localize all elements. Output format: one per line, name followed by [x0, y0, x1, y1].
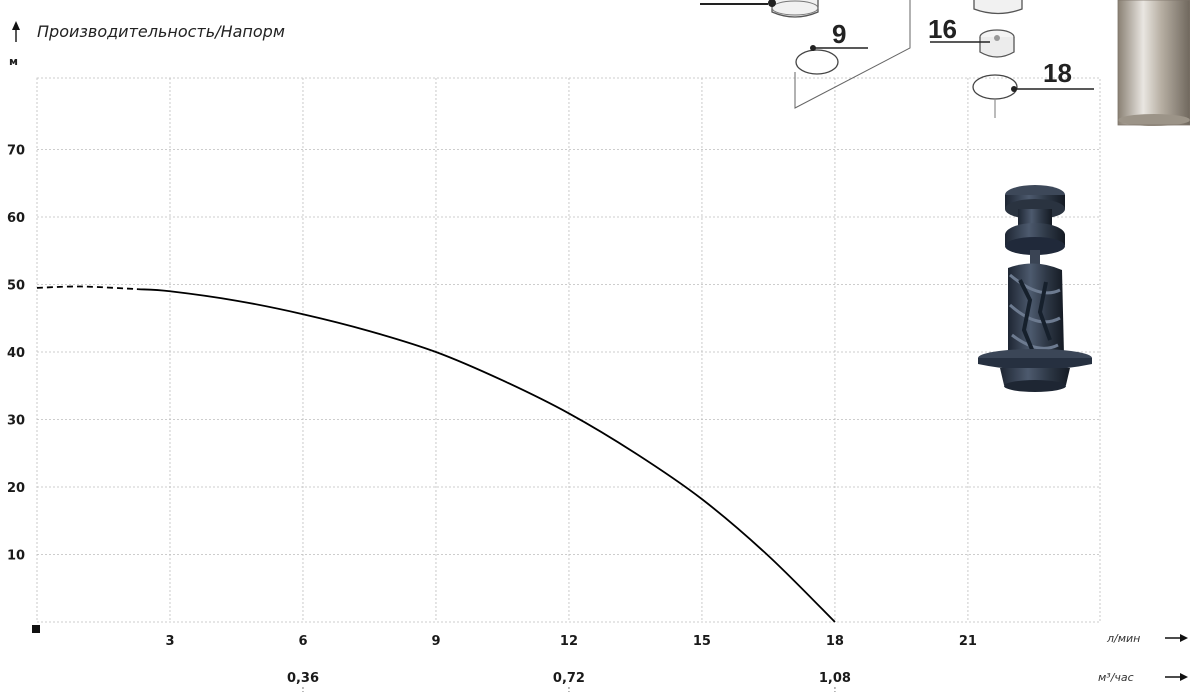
x-tick-labels: 3 6 9 12 15 18 21: [165, 634, 977, 649]
performance-curves: [36, 285, 836, 623]
x2-axis-unit: м³/час: [1098, 671, 1134, 684]
y-tick-40: 40: [7, 346, 25, 361]
x-tick-6: 6: [298, 634, 307, 649]
x2-tick-0: 0,36: [287, 671, 319, 686]
ring-18-icon: [972, 74, 1018, 100]
grid-frame: [36, 77, 1101, 623]
bushing-16-icon: [979, 29, 1015, 58]
x2-tick-2: 1,08: [819, 671, 851, 686]
ring-9-icon: [795, 45, 839, 75]
bushing-top-left-icon: [768, 0, 819, 18]
callout-18: 18: [1043, 58, 1072, 88]
y-axis-arrow-icon: [12, 21, 20, 42]
y-tick-60: 60: [7, 211, 25, 226]
y-tick-20: 20: [7, 481, 25, 496]
x-axis-unit: л/мин: [1106, 632, 1140, 645]
y-tick-70: 70: [7, 144, 25, 159]
performance-curve-dashed: [36, 285, 140, 291]
callout-9: 9: [832, 19, 846, 49]
callout-16: 16: [928, 14, 957, 44]
x2-tick-labels: 0,36 0,72 1,08: [287, 671, 851, 692]
x-tick-15: 15: [693, 634, 711, 649]
parts-diagram: 9 16 18: [700, 0, 1094, 118]
grid: [36, 77, 1101, 623]
x-axis-arrow-icon: [1165, 634, 1188, 642]
x-tick-18: 18: [826, 634, 844, 649]
bushing-top-right-icon: [973, 0, 1023, 15]
x-tick-3: 3: [165, 634, 174, 649]
y-axis-unit: м: [9, 55, 18, 68]
x-tick-21: 21: [959, 634, 977, 649]
x-tick-12: 12: [560, 634, 578, 649]
pump-body-image: [1117, 0, 1190, 126]
y-tick-30: 30: [7, 414, 25, 429]
origin-marker: [32, 625, 40, 633]
y-tick-labels: 10 20 30 40 50 60 70: [7, 144, 25, 564]
chart-title: Производительность/Напорм: [37, 22, 285, 41]
y-tick-50: 50: [7, 279, 25, 294]
x2-tick-1: 0,72: [553, 671, 585, 686]
x2-axis-arrow-icon: [1165, 673, 1188, 681]
x-tick-9: 9: [431, 634, 440, 649]
y-tick-10: 10: [7, 549, 25, 564]
performance-curve-solid: [138, 288, 836, 623]
screw-rotor-image: [978, 185, 1092, 392]
